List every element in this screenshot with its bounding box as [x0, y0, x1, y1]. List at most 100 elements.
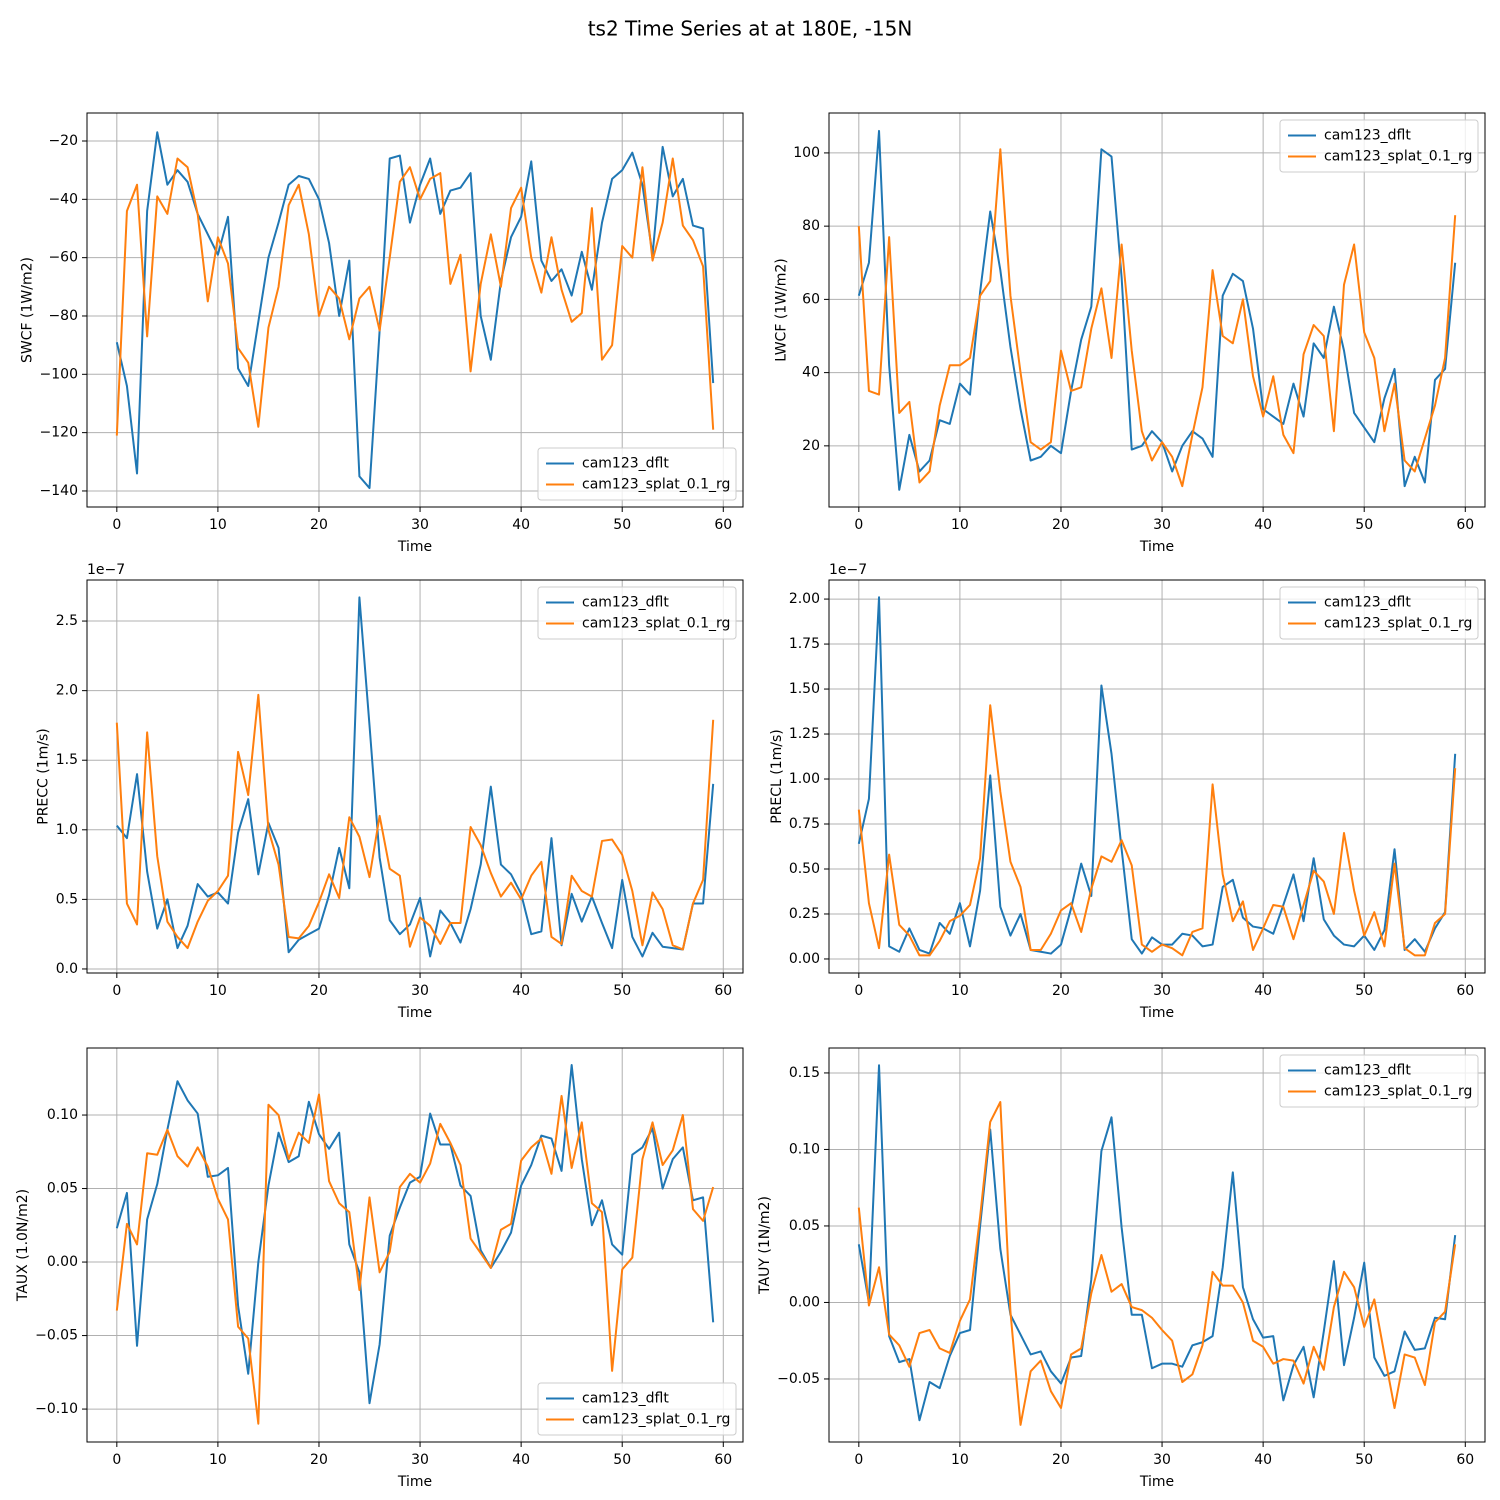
- x-tick-label: 60: [714, 983, 732, 999]
- series-line: [115, 1064, 715, 1405]
- x-tick-label: 30: [411, 517, 429, 533]
- y-tick-label: 0.05: [789, 1218, 820, 1234]
- x-tick-label: 50: [613, 983, 631, 999]
- y-axis-label: PRECL (1m/s): [769, 729, 785, 824]
- x-tick-label: 60: [714, 517, 732, 533]
- x-tick-label: 20: [1052, 1452, 1070, 1468]
- y-tick-label: 0.00: [789, 951, 820, 967]
- legend-box: [537, 447, 737, 501]
- series-line: [115, 693, 715, 951]
- series-line: [115, 157, 715, 436]
- y-tick-label: 2.0: [56, 683, 78, 699]
- x-tick-label: 20: [1052, 517, 1070, 533]
- y-tick-label: 0.10: [47, 1107, 78, 1123]
- x-axis-label: Time: [1139, 1474, 1174, 1490]
- x-tick-label: 50: [1355, 517, 1373, 533]
- legend: cam123_dflt cam123_splat_0.1_rg: [537, 1382, 737, 1436]
- legend-box: [1279, 586, 1479, 640]
- legend-box: [537, 1382, 737, 1436]
- y-axis-label: TAUY (1N/m2): [757, 1196, 773, 1295]
- series-line: [115, 1093, 715, 1425]
- legend-label: cam123_splat_0.1_rg: [1324, 616, 1472, 632]
- legend: cam123_dflt cam123_splat_0.1_rg: [1279, 1054, 1479, 1108]
- y-axis-label: SWCF (1W/m2): [20, 257, 36, 363]
- x-axis-label: Time: [1139, 539, 1174, 555]
- series-line: [857, 129, 1457, 491]
- axes-frame: [86, 1047, 744, 1443]
- y-tick-label: 40: [802, 365, 820, 381]
- y-tick-label: −0.05: [777, 1371, 820, 1387]
- series-line: [857, 148, 1457, 488]
- y-tick-label: 0.15: [789, 1065, 820, 1081]
- y-tick-label: −60: [48, 250, 78, 266]
- y-tick-label: −40: [48, 191, 78, 207]
- x-tick-label: 50: [1355, 983, 1373, 999]
- series-line: [857, 1064, 1457, 1422]
- x-tick-label: 50: [613, 517, 631, 533]
- y-tick-label: −0.10: [35, 1401, 78, 1417]
- legend-label: cam123_dflt: [582, 595, 669, 611]
- x-tick-label: 10: [209, 983, 227, 999]
- series-line: [857, 596, 1457, 955]
- x-tick-label: 0: [854, 517, 863, 533]
- legend: cam123_dflt cam123_splat_0.1_rg: [537, 586, 737, 640]
- y-tick-label: 1.00: [789, 771, 820, 787]
- x-tick-label: 60: [714, 1452, 732, 1468]
- legend-label: cam123_dflt: [1324, 128, 1411, 144]
- subplot: 0 10 20 30 40 50 60 0.0 0.5 1.0 1.5 2.0 2.5 Time PRECC…: [36, 562, 744, 1021]
- legend: cam123_dflt cam123_splat_0.1_rg: [537, 447, 737, 501]
- y-tick-label: 0.25: [789, 906, 820, 922]
- subplot: 0 10 20 30 40 50 60 0.00 0.25 0.50 0.75 1.00 1.25 1.5…: [769, 562, 1486, 1021]
- axes-frame: [828, 579, 1486, 974]
- x-tick-label: 40: [1254, 517, 1272, 533]
- y-tick-label: 0.5: [56, 891, 78, 907]
- legend-label: cam123_dflt: [1324, 595, 1411, 611]
- x-tick-label: 40: [1254, 983, 1272, 999]
- y-tick-label: 0.00: [789, 1294, 820, 1310]
- y-tick-label: 60: [802, 291, 820, 307]
- legend-label: cam123_splat_0.1_rg: [582, 477, 730, 493]
- legend: cam123_dflt cam123_splat_0.1_rg: [1279, 586, 1479, 640]
- y-tick-label: 20: [802, 438, 820, 454]
- legend-label: cam123_splat_0.1_rg: [1324, 1084, 1472, 1100]
- x-tick-label: 60: [1456, 517, 1474, 533]
- legend-label: cam123_dflt: [1324, 1063, 1411, 1079]
- x-tick-label: 0: [112, 1452, 121, 1468]
- x-tick-label: 50: [1355, 1452, 1373, 1468]
- legend-label: cam123_splat_0.1_rg: [582, 1412, 730, 1428]
- y-tick-label: 2.5: [56, 613, 78, 629]
- y-tick-label: 1.50: [789, 681, 820, 697]
- subplot: 0 10 20 30 40 50 60 −140 −120 −100 −80 −60 −40 −20 Tim…: [20, 112, 744, 555]
- x-tick-label: 20: [310, 1452, 328, 1468]
- y-tick-label: 1.5: [56, 752, 78, 768]
- x-tick-label: 0: [112, 983, 121, 999]
- legend-label: cam123_dflt: [582, 456, 669, 472]
- y-axis-label: LWCF (1W/m2): [773, 258, 789, 362]
- x-tick-label: 10: [209, 1452, 227, 1468]
- legend-label: cam123_dflt: [582, 1391, 669, 1407]
- x-tick-label: 30: [1153, 517, 1171, 533]
- legend-box: [1279, 1054, 1479, 1108]
- x-tick-label: 10: [951, 983, 969, 999]
- y-tick-label: −140: [40, 483, 78, 499]
- x-tick-label: 30: [1153, 983, 1171, 999]
- y-tick-label: 0.10: [789, 1141, 820, 1157]
- x-tick-label: 20: [310, 983, 328, 999]
- axes-frame: [86, 112, 744, 508]
- x-tick-label: 40: [512, 517, 530, 533]
- x-axis-label: Time: [397, 1474, 432, 1490]
- legend-box: [1279, 119, 1479, 173]
- x-axis-label: Time: [397, 539, 432, 555]
- y-tick-label: −0.05: [35, 1328, 78, 1344]
- y-tick-label: 1.25: [789, 726, 820, 742]
- x-tick-label: 50: [613, 1452, 631, 1468]
- y-tick-label: −20: [48, 133, 78, 149]
- x-tick-label: 10: [951, 517, 969, 533]
- legend-label: cam123_splat_0.1_rg: [1324, 149, 1472, 165]
- y-tick-label: −120: [40, 425, 78, 441]
- x-tick-label: 40: [512, 1452, 530, 1468]
- x-tick-label: 30: [411, 983, 429, 999]
- x-axis-label: Time: [397, 1005, 432, 1021]
